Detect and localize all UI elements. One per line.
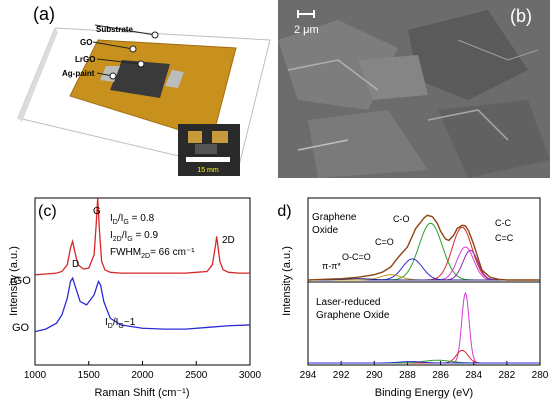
panel-label-d: (d): [278, 203, 292, 220]
callout-go: GO: [80, 38, 92, 47]
callout-substrate: Substrate: [96, 25, 133, 34]
x-axis-title: Raman Shift (cm⁻¹): [94, 387, 189, 399]
peak-label-c=o: C=O: [375, 237, 394, 247]
callout-line: [92, 41, 134, 50]
bottom-title-line-2: Graphene Oxide: [316, 310, 390, 321]
x-tick-label: 280: [532, 370, 549, 381]
top-title-line-2: Oxide: [312, 225, 339, 236]
sem-texture: 2 μm: [278, 0, 550, 178]
panel-label-a: (a): [33, 4, 55, 24]
x-tick-label: 284: [465, 370, 482, 381]
x-tick-label: 1000: [24, 370, 47, 381]
device-illustration: Substrate GO LrGO Ag-paint 15 mm: [17, 24, 271, 176]
x-ticks: 294 292 290 288 286 284 282 280: [300, 361, 549, 381]
panel-label-b: (b): [510, 6, 532, 26]
fwhm-2d: FWHM2D= 66 cm⁻¹: [110, 247, 195, 260]
callout-line: [94, 24, 156, 36]
series-label-rgo: rGO: [10, 275, 31, 287]
raman-chart: 1000 1500 2000 2500 3000 (c) D G 2D rGO GO I…: [8, 197, 262, 399]
top-components: [307, 214, 540, 281]
x-tick-label: 282: [499, 370, 516, 381]
bottom-components: [308, 291, 540, 364]
annotation-d: D: [72, 259, 79, 270]
peak-label-o-c=o: O-C=O: [342, 252, 371, 262]
component-C=O: [308, 361, 540, 364]
peak-label-pi-pi: π-π*: [322, 261, 341, 271]
x-ticks: 1000 1500 2000 2500 3000: [24, 361, 262, 381]
ratio-go: ID/IG~1: [105, 317, 136, 330]
panel-a: Substrate GO LrGO Ag-paint 15 mm (a): [0, 0, 272, 185]
x-tick-label: 292: [333, 370, 350, 381]
y-axis-title: Intensity (a.u.): [281, 246, 293, 316]
ratio-i2d-ig: I2D/IG = 0.9: [110, 230, 158, 243]
component-C=O: [308, 258, 540, 281]
series-line-rgo: [34, 197, 250, 276]
peak-label-c=c: C=C: [495, 233, 514, 243]
callout-ag-paint: Ag-paint: [62, 69, 95, 78]
series-line-go: [34, 276, 251, 333]
callout-lrgo: LrGO: [75, 55, 95, 64]
top-title-line-1: Graphene: [312, 212, 357, 223]
x-tick-label: 290: [366, 370, 383, 381]
callout-line: [96, 58, 142, 65]
annotation-g: G: [93, 206, 101, 217]
peak-label-c-c: C-C: [495, 218, 511, 228]
ratio-id-ig: ID/IG = 0.8: [110, 213, 155, 226]
panel-label-c: (c): [38, 203, 57, 220]
y-axis-title: Intensity (a.u.): [8, 246, 20, 316]
series-lines: [34, 197, 251, 333]
inset-scale-label: 15 mm: [197, 167, 219, 174]
annotation-2d: 2D: [222, 235, 235, 246]
x-tick-label: 286: [432, 370, 449, 381]
x-tick-label: 3000: [239, 370, 262, 381]
x-tick-label: 2000: [131, 370, 154, 381]
bottom-title-line-1: Laser-reduced: [316, 297, 380, 308]
x-tick-label: 1500: [78, 370, 101, 381]
x-tick-label: 2500: [185, 370, 208, 381]
envelope-line: [307, 214, 540, 281]
peak-label-c-o: C-O: [393, 214, 410, 224]
x-tick-label: 294: [300, 370, 317, 381]
scale-bar-label: 2 μm: [294, 24, 319, 36]
x-tick-label: 288: [399, 370, 416, 381]
panel-b-sem-image: 2 μm (b): [278, 0, 550, 178]
inset-photo: 15 mm: [178, 124, 240, 176]
xps-chart: 294 292 290 288 286 284 282 280 (d) Graphene Ox…: [278, 197, 549, 399]
series-label-go: GO: [12, 322, 30, 334]
x-axis-title: Binding Energy (eV): [375, 387, 473, 399]
